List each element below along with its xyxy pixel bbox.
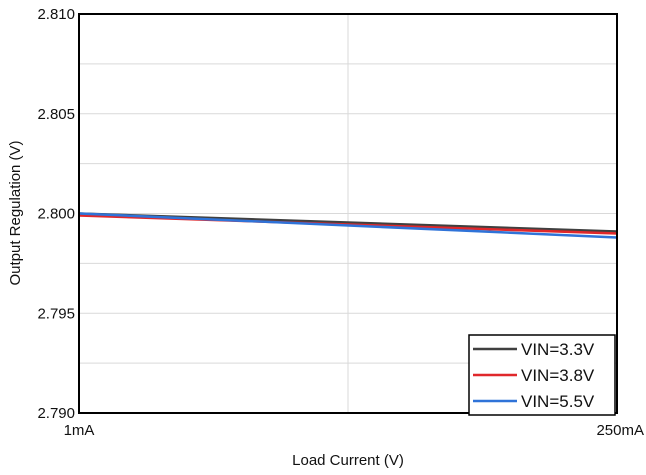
series-line-3 bbox=[78, 212, 618, 239]
grid bbox=[79, 14, 617, 413]
x-tick-label: 1mA bbox=[64, 422, 95, 439]
plot-frame bbox=[78, 13, 618, 414]
y-tick-label: 2.805 bbox=[37, 106, 75, 123]
y-axis-ticks: 2.810 2.805 2.800 2.795 2.790 bbox=[37, 6, 75, 422]
legend-label-3: VIN=5.5V bbox=[521, 392, 595, 411]
x-tick-label: 250mA bbox=[596, 422, 644, 439]
legend-label-1: VIN=3.3V bbox=[521, 340, 595, 359]
y-tick-label: 2.790 bbox=[37, 405, 75, 422]
x-axis-ticks: 1mA 250mA bbox=[64, 422, 644, 439]
y-tick-label: 2.795 bbox=[37, 305, 75, 322]
series-lines bbox=[78, 212, 618, 239]
legend-label-2: VIN=3.8V bbox=[521, 366, 595, 385]
y-axis-label: Output Regulation (V) bbox=[7, 140, 24, 285]
y-tick-label: 2.800 bbox=[37, 206, 75, 223]
x-axis-label: Load Current (V) bbox=[292, 452, 404, 469]
legend: VIN=3.3V VIN=3.8V VIN=5.5V bbox=[468, 334, 616, 416]
y-tick-label: 2.810 bbox=[37, 6, 75, 23]
